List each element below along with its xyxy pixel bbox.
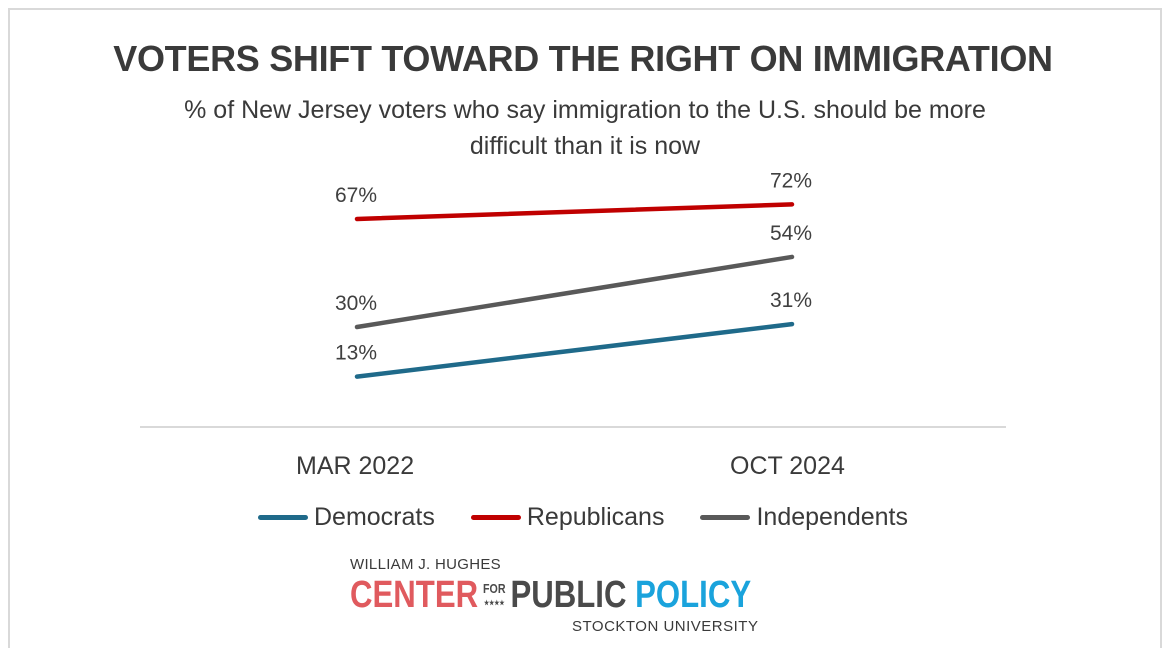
series-line-republicans [354, 202, 795, 222]
data-label-democrats-1: 31% [770, 289, 812, 312]
x-tick-label-oct-2024: OCT 2024 [730, 452, 845, 480]
data-label-republicans-1: 72% [770, 169, 812, 192]
chart-subtitle: % of New Jersey voters who say immigrati… [184, 96, 986, 160]
legend-item-republicans: Republicans [470, 503, 665, 532]
data-label-democrats-0: 13% [335, 342, 377, 365]
logo-center-word: CENTER [350, 574, 479, 616]
legend-label-independents: Independents [756, 503, 908, 531]
chart-legend: Democrats Republicans Independents [0, 503, 1166, 532]
x-tick-label-mar-2022: MAR 2022 [296, 452, 415, 480]
series-line-democrats [354, 321, 795, 379]
chart-title: VOTERS SHIFT TOWARD THE RIGHT ON IMMIGRA… [113, 38, 1053, 79]
legend-swatch-independents [700, 515, 751, 520]
legend-item-independents: Independents [700, 503, 908, 532]
logo-public-word: PUBLIC [510, 574, 627, 616]
legend-swatch-democrats [258, 515, 308, 520]
logo-top-text: WILLIAM J. HUGHES [350, 556, 501, 573]
logo-bottom-text: STOCKTON UNIVERSITY [572, 618, 759, 635]
logo-for-word: FOR [483, 581, 506, 597]
legend-label-republicans: Republicans [526, 503, 665, 531]
logo-main-text: CENTER FOR ★★★★ PUBLIC POLICY [350, 574, 751, 616]
legend-label-democrats: Democrats [314, 503, 435, 531]
logo-policy-word: POLICY [635, 574, 752, 616]
series-line-independents [354, 254, 795, 330]
data-label-independents-0: 30% [335, 292, 377, 315]
hughes-center-logo: WILLIAM J. HUGHES CENTER FOR ★★★★ PUBLIC PO… [350, 556, 810, 635]
logo-stars: ★★★★ [483, 600, 505, 608]
chart-frame [8, 8, 1162, 648]
logo-for-mark: FOR ★★★★ [483, 581, 506, 610]
legend-item-democrats: Democrats [258, 503, 435, 532]
data-label-republicans-0: 67% [335, 184, 377, 207]
legend-swatch-republicans [470, 515, 521, 520]
data-label-independents-1: 54% [770, 222, 812, 245]
